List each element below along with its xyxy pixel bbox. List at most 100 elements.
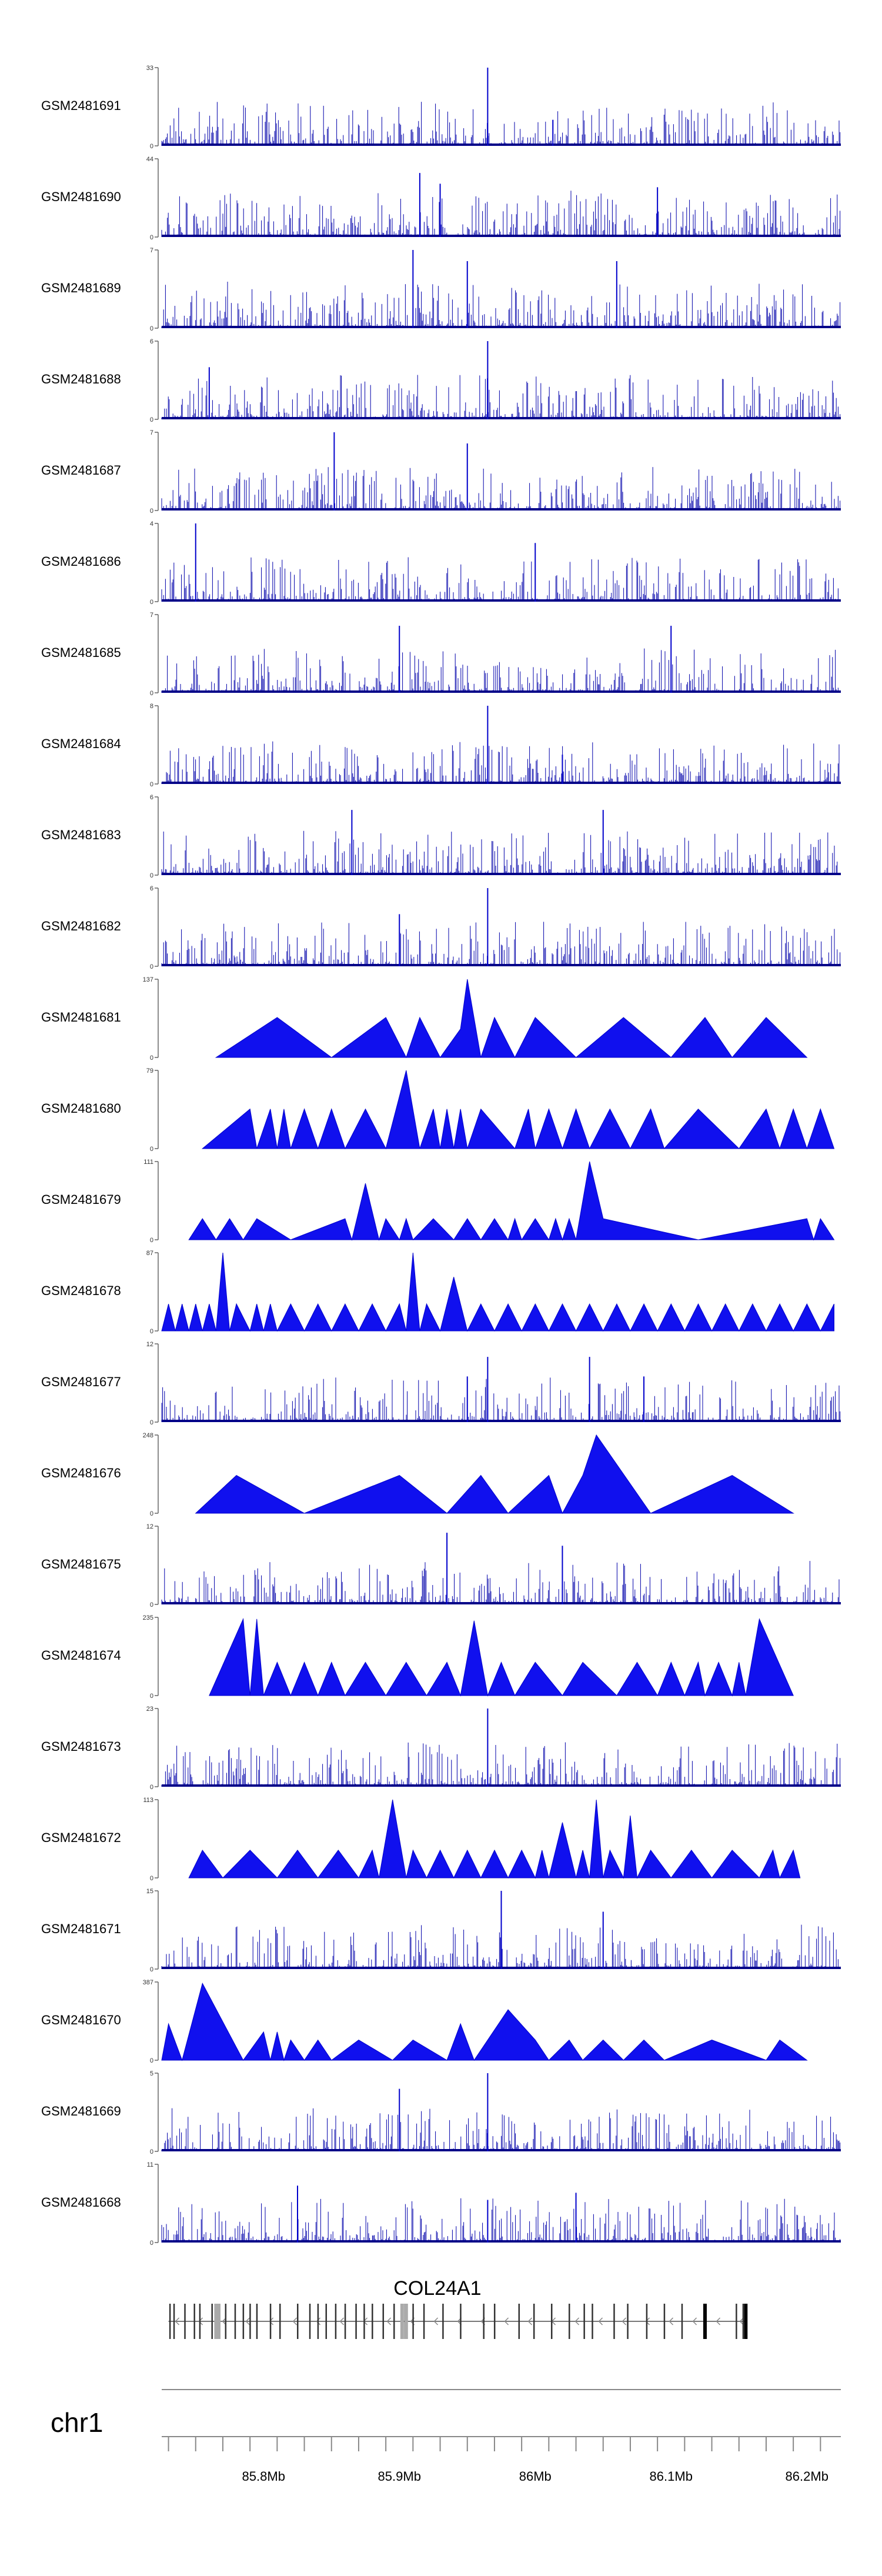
- exon: [372, 2304, 373, 2339]
- exon: [199, 2304, 201, 2339]
- track-GSM2481670: GSM2481670 387 0: [41, 1979, 808, 2064]
- y-axis-min-label: 0: [150, 1237, 153, 1244]
- signal-floor: [162, 417, 841, 419]
- signal-tracks: GSM2481691330GSM2481690440GSM248168970GS…: [41, 65, 841, 2247]
- y-axis-max-label: 113: [143, 1797, 153, 1804]
- track-label: GSM2481670: [41, 2013, 121, 2027]
- genome-axis-track: chr1 85.8Mb 85.9Mb 86Mb 86.1Mb 86.2Mb: [51, 2389, 841, 2484]
- signal-bars: [161, 557, 841, 602]
- y-axis-min-label: 0: [150, 599, 153, 606]
- y-axis-max-label: 87: [146, 1250, 153, 1257]
- x-axis-ticks: 85.8Mb 85.9Mb 86Mb 86.1Mb 86.2Mb: [168, 2437, 828, 2484]
- chromosome-label: chr1: [51, 2407, 103, 2438]
- gene-exons: [169, 2304, 748, 2339]
- track-GSM2481678: GSM2481678 87 0: [41, 1250, 834, 1335]
- y-axis-min-label: 0: [150, 1875, 153, 1882]
- strand-arrow: [386, 2317, 392, 2325]
- signal-area: [215, 979, 808, 1059]
- signal-area: [209, 1617, 794, 1697]
- signal-floor: [162, 2149, 841, 2151]
- strand-arrow: [574, 2317, 580, 2325]
- track-GSM2481676: GSM2481676 248 0: [41, 1432, 794, 1517]
- y-axis-min-label: 0: [150, 1055, 153, 1062]
- strand-arrow: [527, 2317, 533, 2325]
- y-axis-max-label: 79: [146, 1067, 153, 1075]
- exon: [242, 2304, 245, 2339]
- track-label: GSM2481679: [41, 1192, 121, 1207]
- exon-shaded: [214, 2304, 218, 2339]
- track-GSM2481674: GSM2481674 235 0: [41, 1614, 794, 1700]
- signal-bars: [161, 1377, 841, 1422]
- track-GSM2481671: GSM2481671 15 0: [41, 1888, 841, 1973]
- exon: [493, 2304, 496, 2339]
- exon: [518, 2304, 520, 2339]
- signal-area: [188, 1161, 835, 1241]
- exon: [583, 2304, 585, 2339]
- y-axis-max-label: 111: [143, 1159, 153, 1166]
- signal-floor: [162, 508, 841, 510]
- signal-bars: [161, 467, 841, 510]
- track-GSM2481686: GSM2481686 4 0: [41, 520, 841, 606]
- exon: [309, 2304, 311, 2339]
- exon: [297, 2304, 299, 2339]
- strand-arrow: [222, 2317, 227, 2325]
- signal-floor: [162, 690, 841, 693]
- track-label: GSM2481691: [41, 98, 121, 113]
- exon: [460, 2304, 462, 2339]
- signal-floor: [162, 1784, 841, 1787]
- track-label: GSM2481686: [41, 554, 121, 569]
- track-label: GSM2481672: [41, 1830, 121, 1845]
- exon: [344, 2304, 346, 2339]
- exon: [335, 2304, 337, 2339]
- exon-thick: [703, 2304, 707, 2339]
- y-axis-max-label: 4: [150, 520, 153, 528]
- exon: [627, 2304, 629, 2339]
- track-GSM2481681: GSM2481681 137 0: [41, 976, 808, 1062]
- y-axis-min-label: 0: [150, 1693, 153, 1700]
- strand-arrow: [433, 2317, 439, 2325]
- track-label: GSM2481688: [41, 372, 121, 386]
- signal-floor: [162, 144, 841, 146]
- track-GSM2481669: GSM2481669 5 0: [41, 2070, 841, 2155]
- exon: [382, 2304, 385, 2339]
- y-axis-max-label: 248: [143, 1432, 153, 1439]
- exon-shaded: [404, 2304, 408, 2339]
- signal-area: [161, 1983, 808, 2061]
- y-axis-min-label: 0: [150, 1510, 153, 1517]
- exon: [355, 2304, 357, 2339]
- strand-arrow: [504, 2317, 509, 2325]
- strand-arrow: [739, 2317, 744, 2325]
- y-axis-min-label: 0: [150, 2148, 153, 2155]
- signal-floor: [162, 873, 841, 875]
- y-axis-max-label: 11: [147, 2161, 153, 2168]
- track-label: GSM2481685: [41, 645, 121, 660]
- y-axis-max-label: 8: [150, 703, 153, 710]
- signal-bars: [161, 2108, 841, 2151]
- exon: [249, 2304, 251, 2339]
- exon: [269, 2304, 272, 2339]
- exon-shaded: [217, 2304, 221, 2339]
- exon: [317, 2304, 319, 2339]
- exon: [742, 2304, 744, 2339]
- x-tick-label: 86.1Mb: [650, 2469, 693, 2484]
- track-label: GSM2481676: [41, 1466, 121, 1480]
- strand-arrow: [692, 2317, 697, 2325]
- track-label: GSM2481682: [41, 919, 121, 933]
- gene-track: COL24A1: [168, 2277, 748, 2339]
- y-axis-max-label: 44: [146, 156, 153, 163]
- exon: [423, 2304, 425, 2339]
- y-axis-min-label: 0: [150, 2057, 153, 2064]
- track-label: GSM2481677: [41, 1374, 121, 1389]
- signal-bars: [161, 375, 841, 419]
- signal-area: [161, 1252, 834, 1332]
- track-GSM2481691: GSM2481691 33 0: [41, 65, 841, 150]
- signal-bars: [161, 1561, 841, 1604]
- exon: [681, 2304, 683, 2339]
- y-axis-max-label: 5: [150, 2070, 153, 2077]
- exon: [193, 2304, 195, 2339]
- strand-arrow: [316, 2317, 321, 2325]
- signal-bars: [161, 2198, 841, 2243]
- exon: [234, 2304, 236, 2339]
- strand-arrow: [716, 2317, 721, 2325]
